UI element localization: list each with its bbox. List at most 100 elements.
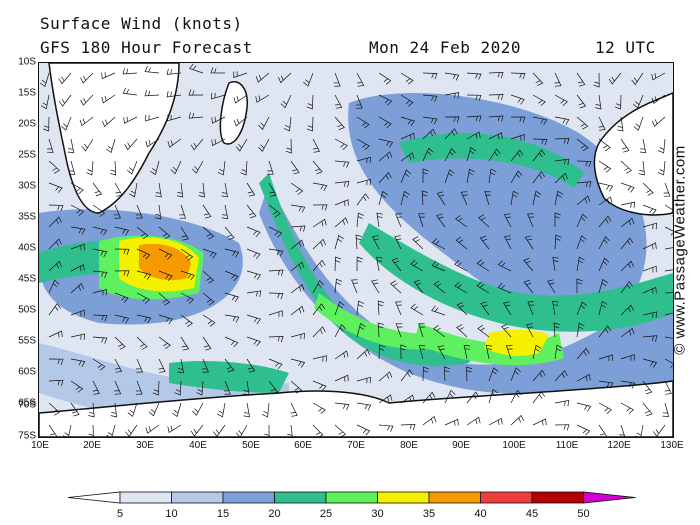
wind-barb [510, 72, 526, 80]
wind-barb [114, 182, 123, 197]
wind-barb [488, 389, 499, 404]
wind-barb [114, 358, 123, 373]
lat-label: 20S [18, 118, 36, 130]
wind-barb [48, 260, 62, 272]
wind-barb [246, 290, 262, 297]
wind-barb [268, 358, 283, 370]
lat-label: 65S [18, 397, 36, 409]
wind-barb [166, 68, 182, 75]
wind-barb [61, 116, 72, 131]
wind-barb [527, 301, 535, 316]
wind-barb [431, 305, 446, 316]
wind-barb [658, 138, 666, 154]
wind-barb [290, 239, 305, 250]
wind-barb [268, 269, 284, 276]
wind-barb [664, 226, 673, 238]
wind-barb [70, 309, 85, 317]
wind-barb [554, 190, 564, 206]
wind-barb [412, 236, 424, 250]
wind-barb [422, 147, 434, 162]
wind-barb [455, 236, 468, 250]
wind-barb [166, 91, 182, 98]
wind-barb [497, 260, 512, 272]
wind-barb [356, 322, 366, 338]
lat-label: 35S [18, 211, 36, 223]
wind-barb [312, 259, 326, 272]
wind-barb [620, 160, 632, 174]
wind-barb [456, 324, 468, 338]
wind-barb [576, 72, 586, 87]
lon-label: 30E [136, 440, 154, 451]
wind-barb [268, 292, 284, 300]
wind-barb [70, 282, 85, 294]
wind-barb [443, 366, 451, 382]
wind-barb [158, 336, 171, 349]
wind-barb [444, 389, 456, 404]
wind-barb [268, 310, 283, 317]
wind-barb [92, 336, 108, 344]
colorbar-segment [531, 491, 584, 504]
colorbar-label: 50 [577, 508, 590, 520]
wind-barb [202, 204, 212, 219]
wind-band-fresh [169, 361, 289, 393]
wind-barb [554, 370, 568, 382]
wind-barb [312, 355, 327, 362]
wind-barb [356, 178, 371, 186]
wind-barb [463, 344, 471, 360]
wind-barb [70, 243, 85, 251]
wind-barb [642, 380, 653, 395]
lon-label: 80E [400, 440, 418, 451]
wind-barb [280, 94, 292, 109]
wind-barb [355, 234, 362, 250]
wind-barb [176, 182, 184, 198]
wind-barb [418, 213, 425, 228]
wind-barb [418, 345, 426, 360]
wind-barb [334, 234, 344, 250]
wind-barb [312, 160, 323, 175]
wind-barb [554, 158, 570, 165]
forecast-time: 12 UTC [595, 38, 656, 57]
wind-barb [532, 116, 548, 126]
wind-barb [48, 160, 61, 174]
wind-barb [268, 248, 284, 257]
wind-barb [488, 132, 503, 140]
wind-barb [180, 270, 195, 281]
wind-barb [620, 402, 634, 415]
wind-barb [283, 116, 292, 132]
wind-barb [619, 424, 626, 437]
wind-barb [180, 314, 193, 327]
wind-barb [48, 424, 58, 437]
wind-barb [356, 402, 372, 411]
wind-barb [101, 94, 116, 104]
wind-barb [356, 212, 364, 228]
wind-barb [235, 138, 248, 152]
wind-barb [101, 72, 116, 80]
wind-barb [477, 324, 490, 338]
wind-barb [268, 380, 279, 395]
wind-barb [114, 314, 130, 324]
wind-barb [642, 182, 654, 196]
colorbar-segment [325, 491, 378, 504]
wind-barb [488, 94, 504, 101]
wind-barb [235, 424, 248, 437]
wind-barb [620, 182, 635, 193]
wind-barb [109, 160, 117, 176]
wind-barb [454, 281, 468, 294]
wind-band-fresh [399, 133, 584, 188]
wind-barb [287, 424, 293, 437]
wind-barb [167, 138, 182, 148]
wind-barb [476, 281, 490, 294]
wind-barb [180, 226, 189, 241]
wind-barb [642, 402, 653, 417]
wind-barb [525, 323, 534, 338]
wind-barb [356, 256, 363, 272]
wind-barb [355, 94, 363, 109]
wind-barb [400, 152, 415, 162]
wind-barb [620, 354, 635, 361]
wind-barb [277, 72, 292, 84]
wind-barb [180, 292, 194, 304]
colorbar-label: 40 [474, 508, 487, 520]
wind-barb [642, 358, 658, 368]
wind-band-storm [139, 243, 191, 281]
wind-barb [217, 160, 226, 176]
